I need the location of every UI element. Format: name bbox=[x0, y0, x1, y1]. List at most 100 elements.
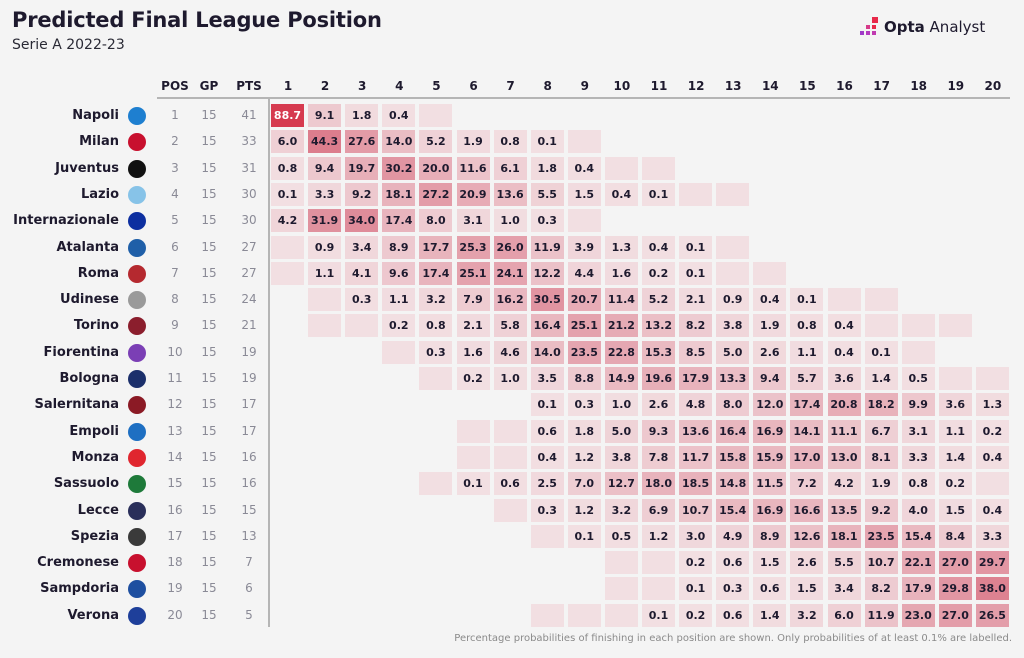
heatmap-cell: 0.6 bbox=[716, 551, 750, 575]
heatmap-cell bbox=[642, 551, 675, 575]
team-name: Lazio bbox=[80, 186, 119, 202]
stat-pos: 14 bbox=[167, 449, 183, 464]
team-name: Udinese bbox=[60, 292, 119, 308]
heatmap-cell bbox=[567, 603, 601, 627]
heatmap-cell: 31.9 bbox=[308, 209, 342, 233]
stat-gp: 15 bbox=[201, 607, 217, 622]
heatmap-cell: 20.8 bbox=[827, 393, 861, 417]
heatmap-cell: 3.1 bbox=[901, 419, 935, 443]
heatmap-cell: 1.1 bbox=[308, 261, 342, 285]
column-header-15: 15 bbox=[799, 79, 816, 93]
lecce-crest-icon bbox=[128, 501, 146, 520]
heatmap-cell: 25.1 bbox=[456, 261, 490, 285]
heatmap-cell: 0.6 bbox=[530, 419, 564, 443]
heatmap-cell: 25.3 bbox=[456, 235, 490, 259]
torino-crest-icon bbox=[128, 317, 146, 336]
team-name: Monza bbox=[71, 449, 119, 465]
heatmap-cell: 1.5 bbox=[753, 551, 787, 575]
stat-pts: 19 bbox=[241, 371, 257, 385]
heatmap-cell bbox=[975, 367, 1009, 390]
stat-pts: 27 bbox=[241, 265, 257, 280]
heatmap-cell: 12.2 bbox=[530, 261, 564, 285]
heatmap-cell: 10.7 bbox=[679, 498, 713, 522]
column-header-17: 17 bbox=[873, 79, 890, 93]
stat-pts: 15 bbox=[241, 502, 257, 517]
heatmap-cell: 18.2 bbox=[864, 393, 898, 417]
bologna-crest-icon bbox=[128, 370, 146, 388]
heatmap-cell: 0.1 bbox=[679, 235, 713, 259]
stat-gp: 15 bbox=[201, 397, 217, 412]
heatmap-cell: 16.6 bbox=[790, 498, 824, 522]
heatmap-cell: 1.3 bbox=[604, 235, 638, 259]
heatmap-cell: 0.2 bbox=[642, 261, 675, 285]
heatmap-cell bbox=[493, 498, 527, 522]
column-header-pos: POS bbox=[161, 79, 189, 93]
heatmap-cell bbox=[419, 104, 453, 127]
heatmap-cell: 13.2 bbox=[642, 314, 675, 338]
sampdoria-crest-icon bbox=[128, 580, 146, 599]
heatmap-cell: 0.4 bbox=[642, 235, 675, 259]
heatmap-cell: 11.6 bbox=[456, 156, 490, 180]
heatmap-cell: 15.8 bbox=[716, 445, 750, 469]
heatmap-cell: 3.3 bbox=[975, 524, 1009, 548]
heatmap-cell: 18.0 bbox=[642, 472, 675, 496]
team-name: Spezia bbox=[70, 528, 119, 544]
stat-gp: 15 bbox=[201, 265, 217, 280]
stat-gp: 15 bbox=[201, 344, 217, 359]
heatmap-cell: 12.7 bbox=[604, 472, 638, 496]
heatmap-cell: 0.2 bbox=[679, 551, 713, 575]
stat-pts: 31 bbox=[241, 160, 257, 175]
column-header-11: 11 bbox=[650, 79, 668, 93]
heatmap-cell: 17.9 bbox=[901, 577, 935, 601]
heatmap-cell: 10.7 bbox=[864, 551, 898, 575]
column-header-13: 13 bbox=[724, 79, 742, 93]
team-name: Lecce bbox=[77, 502, 119, 518]
column-header-16: 16 bbox=[836, 79, 853, 93]
heatmap-cell bbox=[901, 340, 935, 364]
heatmap-cell bbox=[716, 261, 750, 285]
heatmap-cell: 8.2 bbox=[864, 577, 898, 601]
heatmap-cell: 9.4 bbox=[753, 367, 787, 390]
heatmap-cell: 18.5 bbox=[679, 472, 713, 496]
stat-pts: 19 bbox=[241, 344, 257, 359]
stat-pos: 7 bbox=[171, 265, 179, 280]
heatmap-cell bbox=[864, 314, 898, 338]
heatmap-cell: 20.9 bbox=[456, 182, 490, 206]
heatmap-cell: 4.2 bbox=[827, 472, 861, 496]
heatmap-cell: 0.3 bbox=[419, 340, 453, 364]
heatmap-cell: 20.7 bbox=[567, 288, 601, 312]
stat-pts: 5 bbox=[245, 607, 253, 622]
stat-pts: 24 bbox=[241, 292, 257, 307]
heatmap-cell: 11.5 bbox=[753, 472, 787, 496]
napoli-crest-icon bbox=[128, 107, 146, 125]
heatmap-cell: 0.6 bbox=[716, 603, 750, 627]
heatmap-cell: 11.1 bbox=[827, 419, 861, 443]
heatmap-cell: 1.3 bbox=[975, 393, 1009, 417]
heatmap-cell: 1.0 bbox=[493, 367, 527, 390]
lazio-crest-icon bbox=[128, 185, 146, 204]
heatmap-cell: 4.1 bbox=[345, 261, 379, 285]
heatmap-cell: 20.0 bbox=[419, 156, 453, 180]
heatmap-cell: 15.9 bbox=[753, 445, 787, 469]
salernitana-crest-icon bbox=[128, 396, 146, 415]
heatmap-cell bbox=[604, 577, 638, 601]
header-divider bbox=[157, 97, 1010, 99]
heatmap-cell: 4.6 bbox=[493, 340, 527, 364]
heatmap-cell: 0.4 bbox=[975, 445, 1009, 469]
heatmap-cell: 18.1 bbox=[382, 182, 416, 206]
heatmap-cell: 3.6 bbox=[938, 393, 972, 417]
column-header-9: 9 bbox=[580, 79, 589, 93]
team-name: Internazionale bbox=[13, 213, 119, 229]
heatmap-cell: 1.2 bbox=[567, 445, 601, 469]
heatmap-cell: 7.0 bbox=[567, 472, 601, 496]
heatmap-cell: 19.6 bbox=[642, 367, 675, 390]
stat-pts: 13 bbox=[241, 528, 257, 543]
heatmap-cell: 3.4 bbox=[345, 235, 379, 259]
stat-gp: 15 bbox=[201, 476, 217, 491]
heatmap-cell bbox=[456, 445, 490, 469]
heatmap-cell bbox=[345, 314, 379, 338]
opta-analyst-logo: Opta Analyst bbox=[858, 17, 985, 37]
heatmap-cell: 3.8 bbox=[604, 445, 638, 469]
heatmap-cell: 14.9 bbox=[604, 367, 638, 390]
heatmap-cell bbox=[567, 209, 601, 233]
